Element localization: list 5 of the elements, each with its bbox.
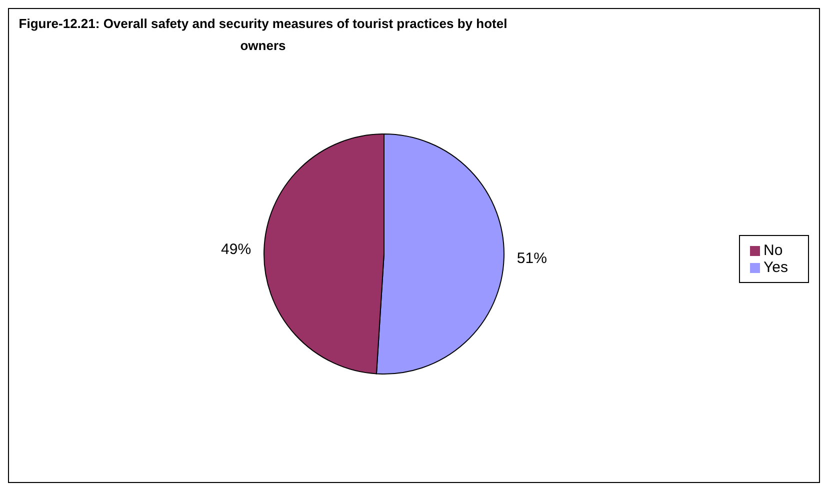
chart-title: Figure-12.21: Overall safety and security measures of tourist practices by hotel owners — [18, 15, 508, 55]
data-label: 49% — [221, 240, 252, 258]
data-label: 51% — [516, 250, 547, 268]
legend-label: No — [764, 242, 783, 259]
legend-label: Yes — [764, 259, 788, 276]
